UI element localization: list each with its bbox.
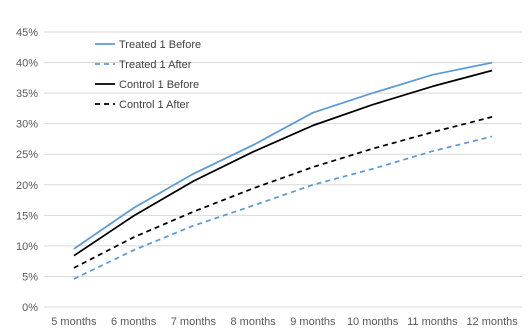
legend-item: Control 1 After xyxy=(95,99,190,111)
x-axis-tick-labels: 5 months 6 months 7 months 8 months 9 months… xyxy=(51,316,518,328)
legend-label: Control 1 After xyxy=(119,99,190,111)
legend-item: Control 1 Before xyxy=(95,79,199,91)
y-tick-label: 15% xyxy=(16,210,38,222)
series-line-3 xyxy=(73,69,493,257)
x-tick-label: 6 months xyxy=(111,316,157,328)
y-tick-label: 10% xyxy=(16,241,38,253)
x-tick-label: 11 months xyxy=(407,316,458,328)
x-tick-label: 8 months xyxy=(231,316,277,328)
legend: Treated 1 Before Treated 1 After Control 1… xyxy=(95,39,201,111)
x-tick-label: 12 months xyxy=(466,316,518,328)
x-tick-label: 5 months xyxy=(51,316,97,328)
y-tick-label: 40% xyxy=(16,58,38,70)
x-tick-label: 9 months xyxy=(290,316,336,328)
y-tick-label: 30% xyxy=(16,119,38,131)
series-lines xyxy=(73,61,493,280)
y-axis-tick-labels: 0% 5% 10% 15% 20% 25% 30% 35% 40% 45% xyxy=(16,27,38,314)
legend-item: Treated 1 Before xyxy=(95,39,201,51)
y-tick-label: 25% xyxy=(16,149,38,161)
series-line-1 xyxy=(73,61,493,250)
y-tick-label: 5% xyxy=(22,271,38,283)
y-tick-label: 20% xyxy=(16,180,38,192)
legend-label: Treated 1 Before xyxy=(119,39,201,51)
legend-label: Treated 1 After xyxy=(119,59,192,71)
gridlines xyxy=(44,31,522,308)
legend-label: Control 1 Before xyxy=(119,79,199,91)
y-tick-label: 0% xyxy=(22,302,38,314)
y-tick-label: 45% xyxy=(16,27,38,39)
x-tick-label: 7 months xyxy=(171,316,217,328)
x-tick-label: 10 months xyxy=(347,316,399,328)
series-line-2 xyxy=(73,135,493,280)
legend-item: Treated 1 After xyxy=(95,59,192,71)
series-line-4 xyxy=(73,116,493,269)
y-tick-label: 35% xyxy=(16,88,38,100)
